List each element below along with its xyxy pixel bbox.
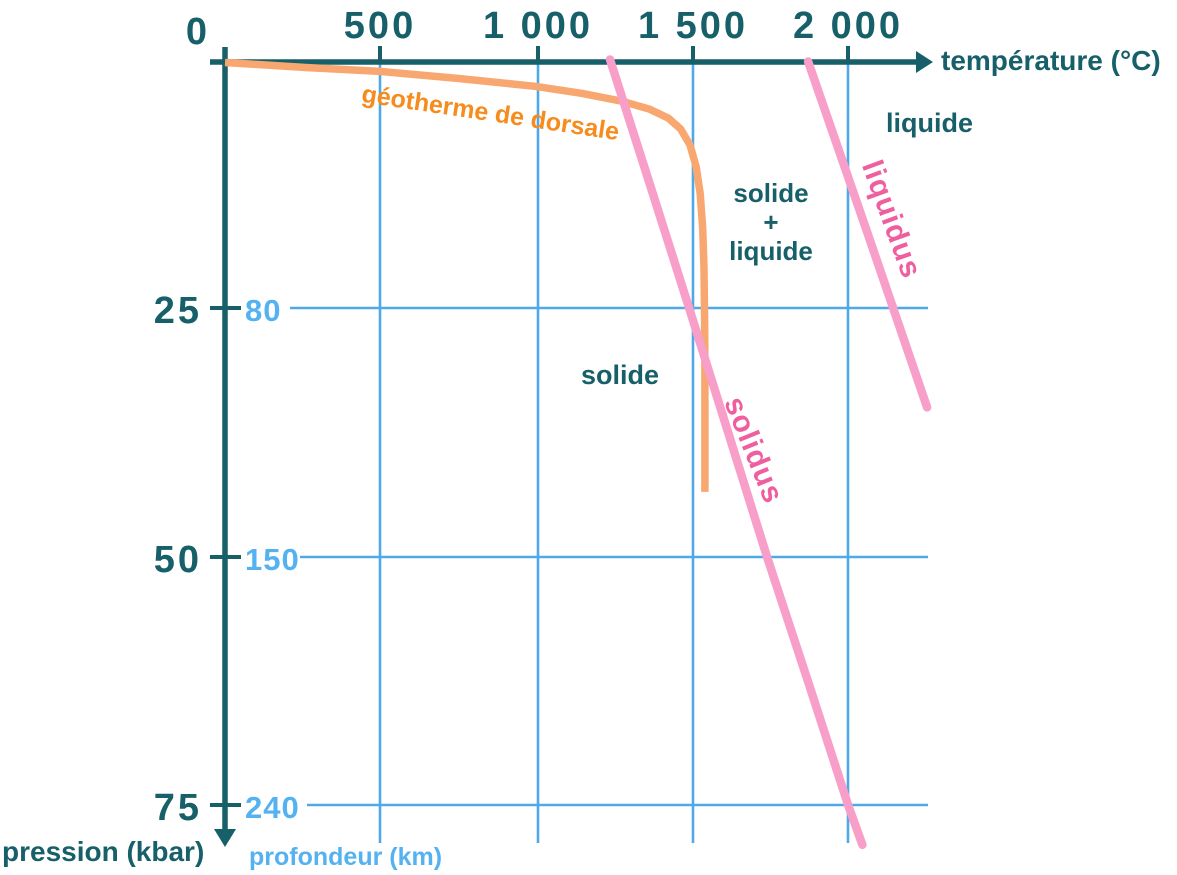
depth-tick-label-240: 240 — [245, 790, 300, 825]
pressure-tick-label-50: 50 — [153, 539, 202, 581]
y-axis-ticks — [210, 306, 241, 807]
depth-tick-label-80: 80 — [245, 293, 282, 328]
x-tick-label-1500: 1 500 — [637, 5, 749, 47]
x-tick-label-500: 500 — [343, 5, 417, 47]
x-axis-arrow — [916, 51, 933, 73]
curves — [224, 55, 932, 850]
depth-axis-title: profondeur (km) — [249, 843, 443, 871]
pressure-tick-label-75: 75 — [153, 787, 202, 829]
axes — [210, 47, 933, 847]
depth-tick-label-150: 150 — [245, 542, 300, 577]
x-axis-title: température (°C) — [941, 45, 1161, 76]
x-axis-ticks — [378, 46, 850, 62]
liquidus-line — [803, 57, 932, 412]
y-axis-arrow — [214, 829, 236, 847]
horizontal-gridlines — [290, 306, 928, 807]
x-tick-label-2000: 2 000 — [792, 5, 904, 47]
geotherm-curve — [224, 58, 709, 492]
solidus-line — [605, 55, 867, 850]
pressure-tick-label-25: 25 — [153, 290, 202, 332]
region-label-liquid: liquide — [886, 108, 973, 138]
region-label-solid: solide — [581, 360, 660, 390]
x-origin-label: 0 — [185, 11, 210, 53]
x-tick-label-1000: 1 000 — [482, 5, 594, 47]
pressure-axis-title: pression (kbar) — [2, 836, 205, 867]
region-label-solid-plus-liquid: solide + liquide — [729, 178, 813, 267]
vertical-gridlines — [378, 62, 850, 843]
